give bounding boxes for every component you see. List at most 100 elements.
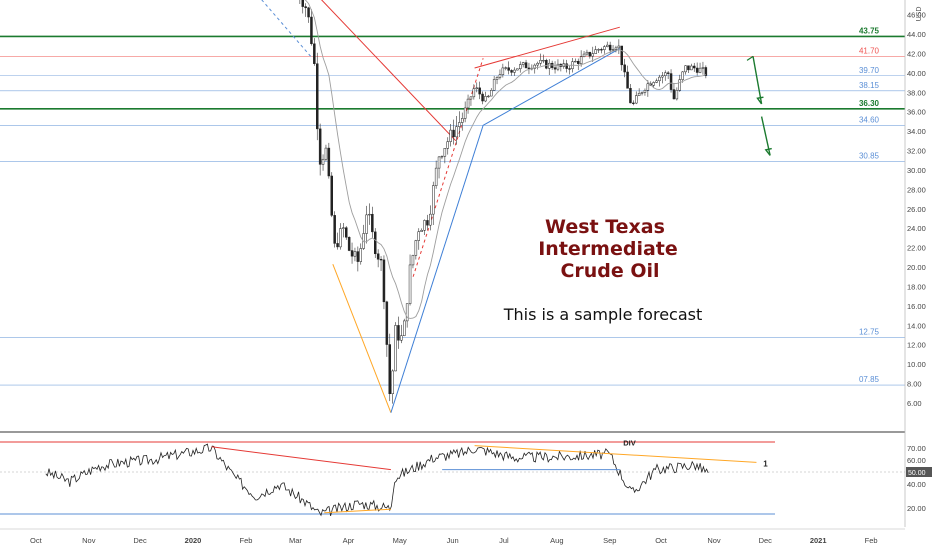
candle-body xyxy=(643,90,647,93)
candle-body xyxy=(527,67,531,69)
y-tick-label: 16.00 xyxy=(907,302,926,311)
candle-body xyxy=(432,185,435,215)
candle-body xyxy=(623,64,626,73)
forecast-arrow-tail xyxy=(746,55,754,61)
candle-body xyxy=(420,230,423,232)
candle-body xyxy=(556,63,560,70)
candle-body xyxy=(637,92,641,96)
candle-body xyxy=(408,264,412,304)
candle-body xyxy=(672,89,676,100)
candle-body xyxy=(632,102,635,104)
candle-body xyxy=(359,248,363,262)
x-month-label: Mar xyxy=(289,536,302,545)
chart-title-line-2: Intermediate xyxy=(538,238,678,260)
candle-body xyxy=(585,51,589,55)
candle-body xyxy=(371,213,374,233)
x-month-label: Sep xyxy=(603,536,616,545)
candle-body xyxy=(394,325,397,372)
candle-body xyxy=(553,67,557,70)
candle-body xyxy=(385,301,389,345)
rsi-current-badge xyxy=(906,467,932,477)
candle-body xyxy=(446,141,450,149)
y-tick-label: 44.00 xyxy=(907,30,926,39)
candle-body xyxy=(316,63,319,130)
x-month-label: Feb xyxy=(865,536,878,545)
level-label-12.75: 12.75 xyxy=(859,327,880,336)
candle-body xyxy=(461,118,464,123)
x-month-label: 2020 xyxy=(185,536,202,545)
candle-body xyxy=(403,320,406,336)
candle-body xyxy=(466,98,470,109)
candle-body xyxy=(374,231,377,255)
candle-body xyxy=(501,67,505,75)
candle-body xyxy=(345,227,348,238)
y-tick-label: 8.00 xyxy=(907,380,922,389)
y-tick-label: 26.00 xyxy=(907,205,926,214)
candle-body xyxy=(368,213,371,216)
candle-body xyxy=(582,53,586,57)
candle-body xyxy=(620,45,624,66)
candle-body xyxy=(626,71,629,89)
level-label-41.70: 41.70 xyxy=(859,46,880,55)
x-month-label: Jun xyxy=(447,536,459,545)
y-axis-background xyxy=(905,0,932,550)
candle-body xyxy=(342,227,345,229)
candlesticks xyxy=(299,0,708,404)
y-tick-label: 22.00 xyxy=(907,244,926,253)
candle-body xyxy=(524,62,528,69)
candle-body xyxy=(684,65,687,73)
candle-body xyxy=(681,71,684,80)
candle-body xyxy=(693,65,696,69)
trendline-blue-up xyxy=(390,125,484,413)
candle-body xyxy=(458,122,461,127)
y-tick-label: 32.00 xyxy=(907,147,926,156)
candle-body xyxy=(533,64,537,69)
candle-body xyxy=(548,62,551,69)
x-month-label: Nov xyxy=(82,536,96,545)
candle-body xyxy=(452,129,455,138)
candle-body xyxy=(661,75,664,78)
candle-body xyxy=(516,68,519,71)
candle-body xyxy=(678,79,682,91)
candle-body xyxy=(504,67,508,69)
candle-body xyxy=(481,93,484,102)
candle-body xyxy=(568,68,571,70)
trendline-blue-dashed-top xyxy=(261,0,313,59)
y-tick-label: 18.00 xyxy=(907,282,926,291)
y-tick-label: 20.00 xyxy=(907,263,926,272)
rsi-tick-label: 20.00 xyxy=(907,504,926,513)
candle-body xyxy=(478,87,481,95)
candle-body xyxy=(698,67,702,73)
candle-body xyxy=(600,49,603,51)
forecast-arrow-head xyxy=(764,147,772,156)
candle-body xyxy=(405,303,409,322)
level-label-34.60: 34.60 xyxy=(859,115,880,124)
candle-body xyxy=(353,251,357,257)
candle-body xyxy=(475,87,479,90)
candle-body xyxy=(356,251,360,262)
chart-title-line-1: West Texas xyxy=(545,216,665,238)
rsi-line xyxy=(45,443,709,517)
candle-body xyxy=(704,67,708,76)
candle-body xyxy=(690,65,693,71)
candle-body xyxy=(397,325,400,341)
rsi-current-value: 50.00 xyxy=(908,470,926,477)
candle-body xyxy=(519,64,522,70)
candle-body xyxy=(521,62,525,65)
candle-body xyxy=(510,70,513,73)
rsi-divergence-orange-low xyxy=(324,508,391,514)
currency-label: USD xyxy=(916,7,923,22)
candle-body xyxy=(440,155,444,158)
candle-body xyxy=(388,344,392,395)
candle-body xyxy=(304,6,307,9)
candle-body xyxy=(545,59,548,69)
candle-body xyxy=(629,88,632,104)
candle-body xyxy=(411,255,415,266)
candle-body xyxy=(463,107,467,119)
x-month-label: Dec xyxy=(133,536,147,545)
chart-title-line-3: Crude Oil xyxy=(560,260,659,282)
candle-body xyxy=(492,79,496,91)
x-month-label: May xyxy=(393,536,407,545)
y-tick-label: 46.00 xyxy=(907,11,926,20)
y-tick-label: 34.00 xyxy=(907,127,926,136)
